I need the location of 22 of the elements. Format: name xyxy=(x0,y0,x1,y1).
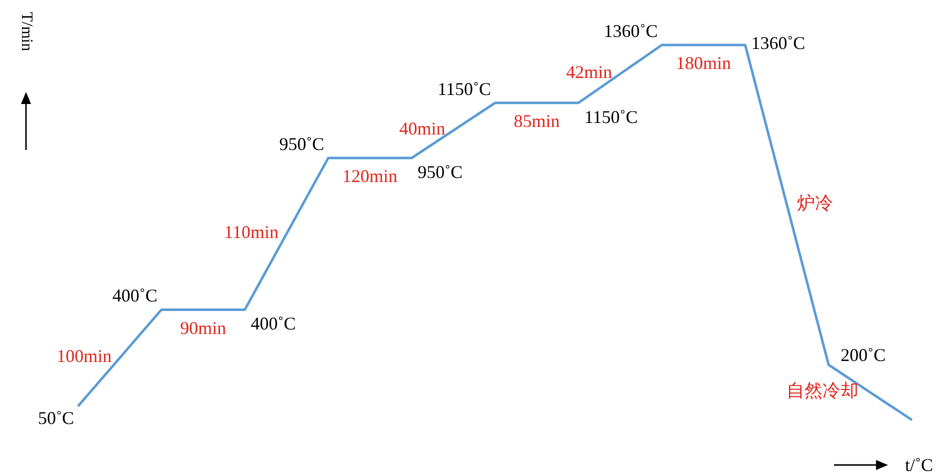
data-label: 200˚C xyxy=(840,344,886,365)
data-label: 400˚C xyxy=(112,286,158,306)
annotation: 自然冷却 xyxy=(786,380,858,401)
annotation: 90min xyxy=(180,318,226,338)
annotation: 85min xyxy=(514,111,560,132)
annotation: 110min xyxy=(224,222,278,242)
data-label: 50˚C xyxy=(38,408,74,428)
annotation: 100min xyxy=(56,346,112,366)
y-axis-title: T/min xyxy=(18,12,35,52)
annotation: 40min xyxy=(399,118,446,139)
data-label: 1360˚C xyxy=(751,33,806,54)
data-label: 950˚C xyxy=(418,162,463,182)
annotation: 180min xyxy=(676,53,732,74)
data-label: 1360˚C xyxy=(604,21,658,41)
data-label: 1150˚C xyxy=(438,78,491,99)
x-axis-title: t/˚C xyxy=(905,455,934,475)
data-label: 950˚C xyxy=(279,134,324,154)
data-label: 400˚C xyxy=(250,314,296,334)
annotation: 炉冷 xyxy=(796,193,833,214)
annotation: 42min xyxy=(566,62,612,82)
annotation: 120min xyxy=(342,166,398,186)
data-label: 1150˚C xyxy=(584,106,638,127)
